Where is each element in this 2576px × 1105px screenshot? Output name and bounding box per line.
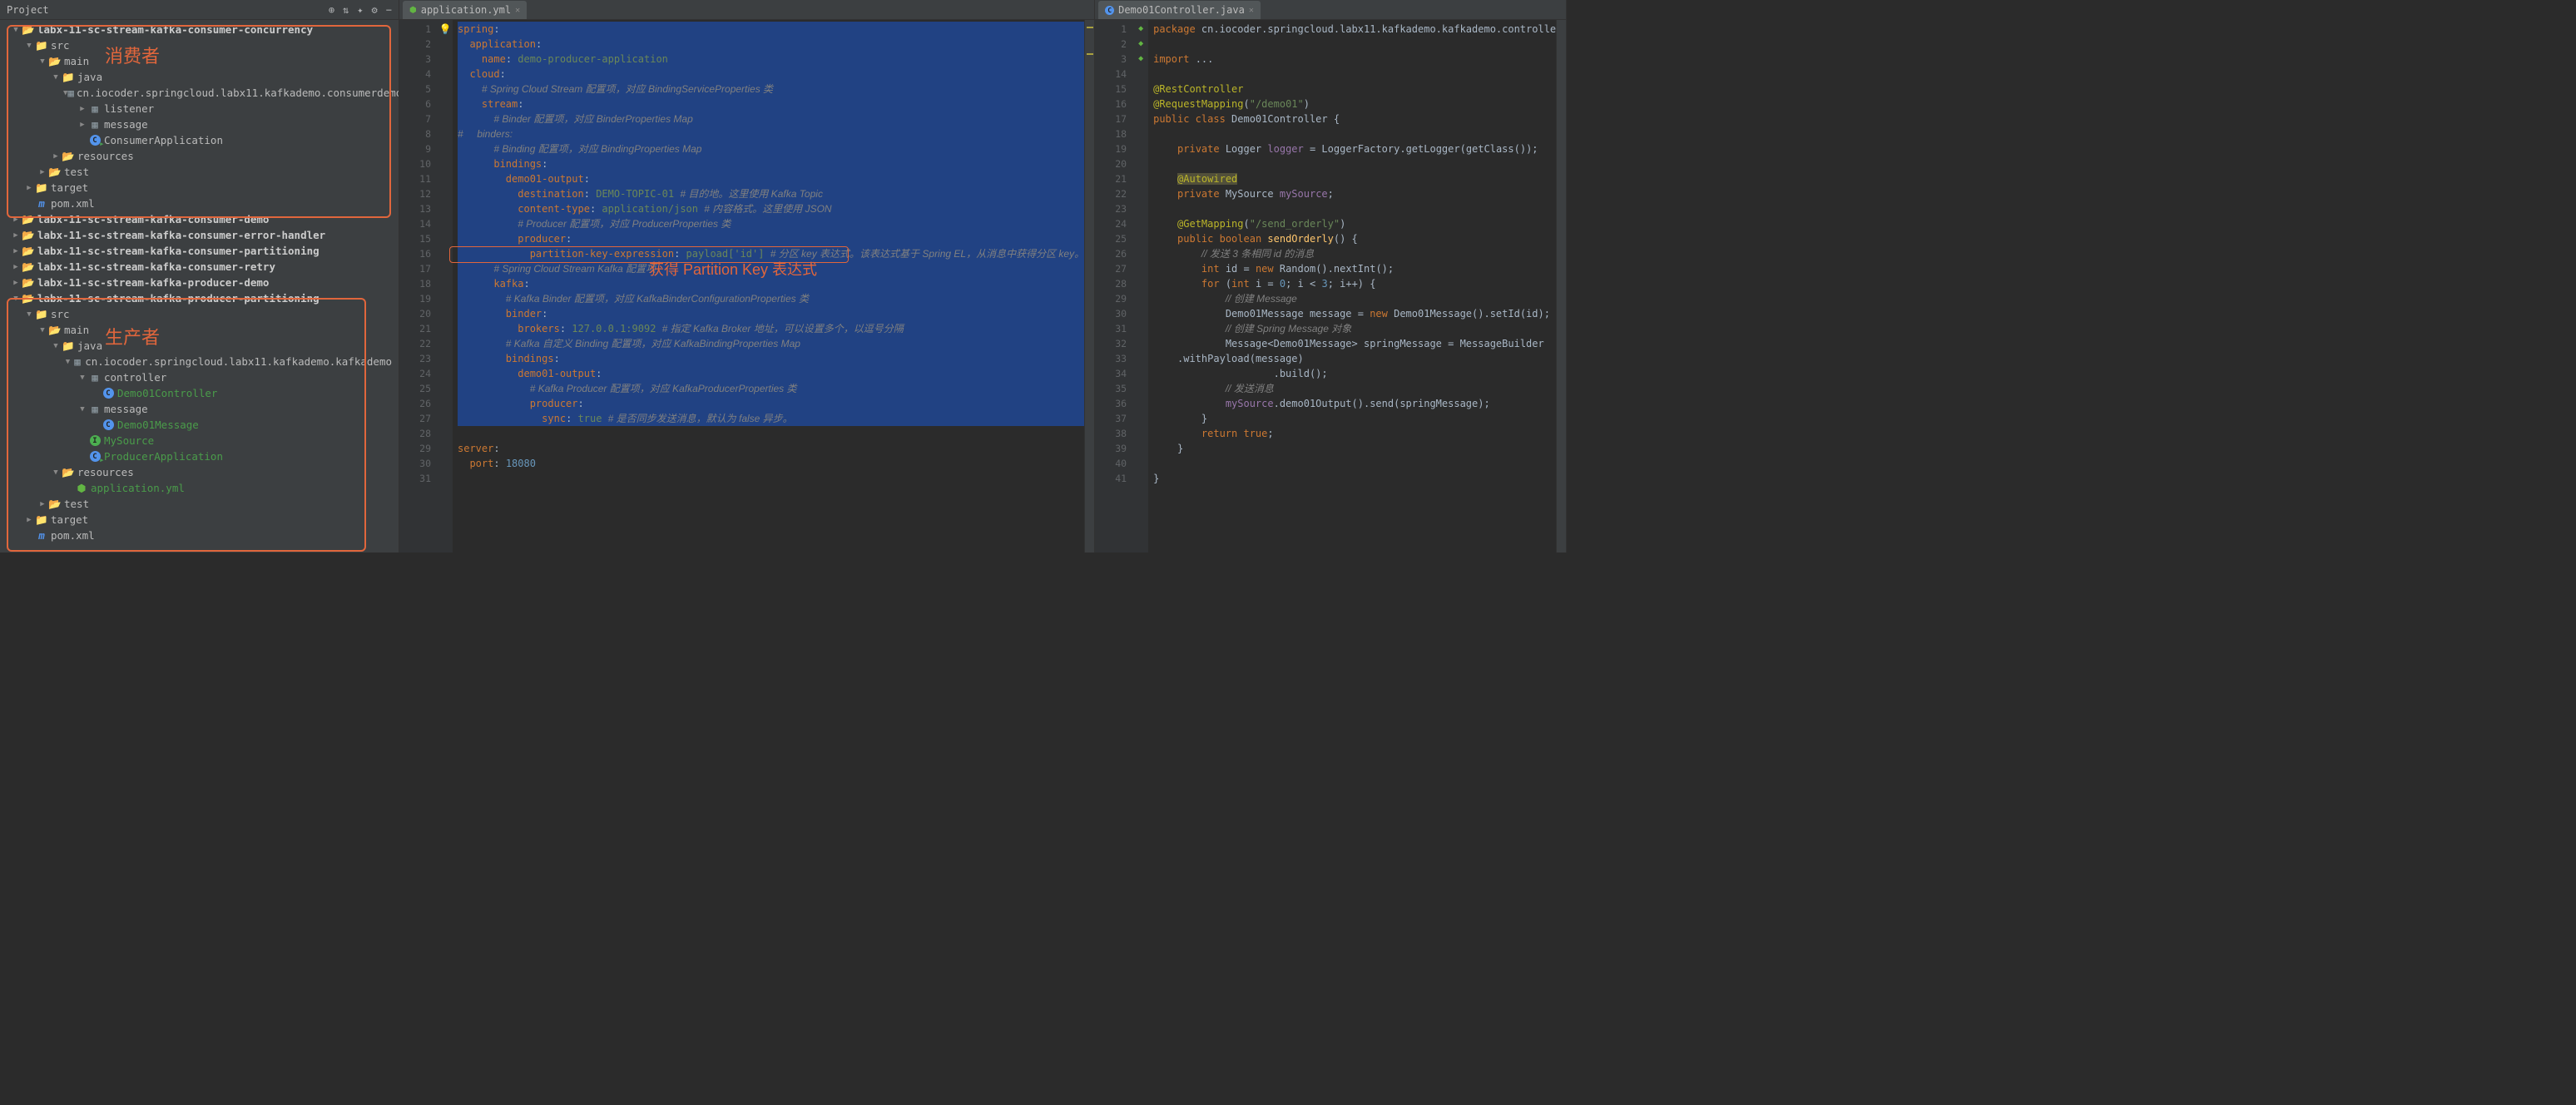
tool-add-icon[interactable]: ⊕ (329, 4, 334, 16)
tree-row[interactable]: ▶📂labx-11-sc-stream-kafka-consumer-error… (0, 227, 399, 243)
code-java[interactable]: package cn.iocoder.springcloud.labx11.ka… (1148, 20, 1556, 552)
gutter-java: 1231415161718192021222324252627282930313… (1095, 20, 1133, 552)
tree-row[interactable]: ▶📂test (0, 164, 399, 180)
marker-strip-yaml (1084, 20, 1094, 552)
tree-row[interactable]: ▼📁src (0, 306, 399, 322)
close-icon[interactable]: ✕ (1249, 6, 1254, 15)
tree-row[interactable]: ▶📁target (0, 180, 399, 196)
tool-sort-icon[interactable]: ⇅ (343, 4, 349, 16)
gutter-icons-yaml: 💡 (438, 20, 453, 552)
tree-row[interactable]: ▼📂main (0, 322, 399, 338)
tool-minimize-icon[interactable]: − (386, 4, 392, 16)
tree-row[interactable]: ▼📁java (0, 338, 399, 354)
editor-body-java[interactable]: 1231415161718192021222324252627282930313… (1095, 20, 1566, 552)
tree-row[interactable]: ▶📂labx-11-sc-stream-kafka-producer-demo (0, 275, 399, 290)
tree-row[interactable]: ▶📂labx-11-sc-stream-kafka-consumer-retry (0, 259, 399, 275)
tree-row[interactable]: ▼📁java (0, 69, 399, 85)
tree-row[interactable]: ▼📂labx-11-sc-stream-kafka-producer-parti… (0, 290, 399, 306)
project-tools: ⊕ ⇅ ✦ ⚙ − (329, 4, 392, 16)
project-panel: Project ⊕ ⇅ ✦ ⚙ − ▼📂labx-11-sc-stream-ka… (0, 0, 399, 552)
yaml-icon: ⬢ (409, 6, 417, 15)
close-icon[interactable]: ✕ (515, 6, 520, 15)
tree-row[interactable]: CDemo01Message (0, 417, 399, 433)
project-header: Project ⊕ ⇅ ✦ ⚙ − (0, 0, 399, 20)
tree-row[interactable]: ▶▦message (0, 116, 399, 132)
tree-row[interactable]: ⬢application.yml (0, 480, 399, 496)
tab-application-yml[interactable]: ⬢ application.yml ✕ (403, 1, 527, 19)
marker-strip-java (1556, 20, 1566, 552)
tool-collapse-icon[interactable]: ✦ (357, 4, 363, 16)
tree-row[interactable]: ▶📁target (0, 512, 399, 528)
tree-row[interactable]: CProducerApplication (0, 448, 399, 464)
tool-settings-icon[interactable]: ⚙ (372, 4, 378, 16)
tree-row[interactable]: mpom.xml (0, 528, 399, 543)
tree-row[interactable]: ▼▦cn.iocoder.springcloud.labx11.kafkadem… (0, 354, 399, 369)
editor-panel: ⬢ application.yml ✕ 12345678910111213141… (399, 0, 1567, 552)
tabbar-left: ⬢ application.yml ✕ (399, 0, 1094, 20)
tab-label: Demo01Controller.java (1118, 4, 1245, 16)
tree-row[interactable]: CDemo01Controller (0, 385, 399, 401)
gutter-icons-java: ◆◆◆ (1133, 20, 1148, 552)
tree-row[interactable]: ▼▦message (0, 401, 399, 417)
tree-row[interactable]: ▼📂labx-11-sc-stream-kafka-consumer-concu… (0, 22, 399, 37)
tree-row[interactable]: ▼📂main (0, 53, 399, 69)
tree-row[interactable]: ▼📂resources (0, 464, 399, 480)
tabbar-right: C Demo01Controller.java ✕ (1095, 0, 1566, 20)
editor-left: ⬢ application.yml ✕ 12345678910111213141… (399, 0, 1095, 552)
tree-row[interactable]: CConsumerApplication (0, 132, 399, 148)
tree-row[interactable]: ▼▦controller (0, 369, 399, 385)
gutter-yaml: 1234567891011121314151617181920212223242… (399, 20, 438, 552)
tree-row[interactable]: IMySource (0, 433, 399, 448)
editor-body-yaml[interactable]: 1234567891011121314151617181920212223242… (399, 20, 1094, 552)
editor-right: C Demo01Controller.java ✕ 12314151617181… (1095, 0, 1567, 552)
tree-row[interactable]: ▼▦cn.iocoder.springcloud.labx11.kafkadem… (0, 85, 399, 101)
tree-row[interactable]: mpom.xml (0, 196, 399, 211)
project-tree[interactable]: ▼📂labx-11-sc-stream-kafka-consumer-concu… (0, 20, 399, 552)
tree-row[interactable]: ▶📂test (0, 496, 399, 512)
tree-row[interactable]: ▶▦listener (0, 101, 399, 116)
java-class-icon: C (1105, 6, 1114, 15)
tab-label: application.yml (421, 4, 511, 16)
tab-demo01controller-java[interactable]: C Demo01Controller.java ✕ (1098, 1, 1261, 19)
tree-row[interactable]: ▶📂labx-11-sc-stream-kafka-consumer-parti… (0, 243, 399, 259)
tree-row[interactable]: ▶📂labx-11-sc-stream-kafka-consumer-demo (0, 211, 399, 227)
tree-row[interactable]: ▶📂resources (0, 148, 399, 164)
code-yaml[interactable]: spring: application: name: demo-producer… (453, 20, 1084, 552)
tree-row[interactable]: ▼📁src (0, 37, 399, 53)
project-title: Project (7, 4, 49, 16)
